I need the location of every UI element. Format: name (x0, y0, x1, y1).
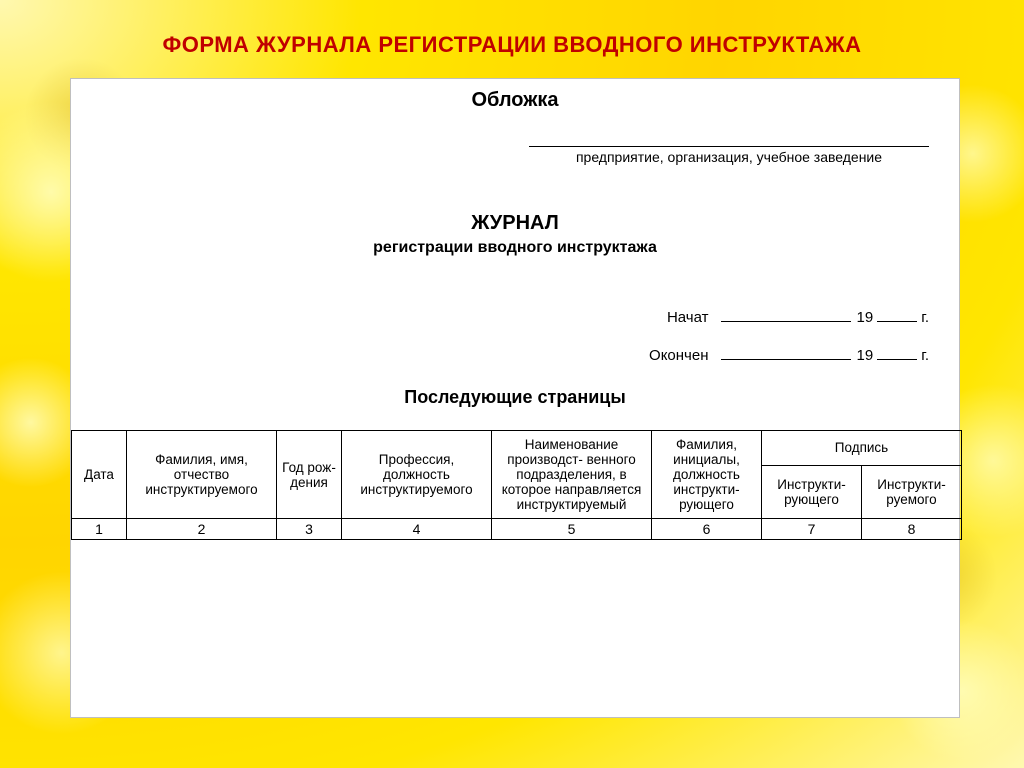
journal-title-line1: ЖУРНАЛ (71, 212, 959, 235)
cover-label: Обложка (71, 89, 959, 112)
dates-block: Начат 19 г. Окончен 19 г. (579, 299, 929, 374)
colnum-2: 2 (127, 519, 277, 540)
colnum-4: 4 (342, 519, 492, 540)
col-sign-instructor: Инструкти- рующего (762, 465, 862, 518)
page-title: ФОРМА ЖУРНАЛА РЕГИСТРАЦИИ ВВОДНОГО ИНСТР… (0, 0, 1024, 58)
col-instructor: Фамилия, инициалы, должность инструкти- … (652, 431, 762, 519)
organization-caption: предприятие, организация, учебное заведе… (529, 149, 929, 165)
started-underline (721, 321, 851, 322)
pages-label: Последующие страницы (71, 387, 959, 408)
colnum-7: 7 (762, 519, 862, 540)
finished-year-underline (877, 359, 917, 360)
table-number-row: 1 2 3 4 5 6 7 8 (72, 519, 962, 540)
started-year-underline (877, 321, 917, 322)
year-suffix: г. (921, 299, 929, 337)
col-profession: Профессия, должность инструктируемого (342, 431, 492, 519)
register-table: Дата Фамилия, имя, отчество инструктируе… (71, 430, 962, 540)
organization-block: предприятие, организация, учебное заведе… (529, 127, 929, 165)
form-panel: Обложка предприятие, организация, учебно… (70, 78, 960, 718)
table-wrap: Дата Фамилия, имя, отчество инструктируе… (71, 430, 959, 540)
finished-row: Окончен 19 г. (579, 337, 929, 375)
colnum-3: 3 (277, 519, 342, 540)
col-date: Дата (72, 431, 127, 519)
finished-label: Окончен (649, 337, 708, 375)
colnum-6: 6 (652, 519, 762, 540)
colnum-1: 1 (72, 519, 127, 540)
year-prefix: 19 (857, 337, 874, 375)
journal-title-block: ЖУРНАЛ регистрации вводного инструктажа (71, 212, 959, 257)
finished-underline (721, 359, 851, 360)
col-signature-group: Подпись (762, 431, 962, 466)
year-prefix: 19 (857, 299, 874, 337)
colnum-5: 5 (492, 519, 652, 540)
col-birthyear: Год рож- дения (277, 431, 342, 519)
started-row: Начат 19 г. (579, 299, 929, 337)
organization-underline (529, 127, 929, 147)
colnum-8: 8 (862, 519, 962, 540)
started-label: Начат (667, 299, 709, 337)
year-suffix: г. (921, 337, 929, 375)
col-sign-instructed: Инструкти- руемого (862, 465, 962, 518)
col-fullname: Фамилия, имя, отчество инструктируемого (127, 431, 277, 519)
col-division: Наименование производст- венного подразд… (492, 431, 652, 519)
journal-title-line2: регистрации вводного инструктажа (71, 239, 959, 257)
